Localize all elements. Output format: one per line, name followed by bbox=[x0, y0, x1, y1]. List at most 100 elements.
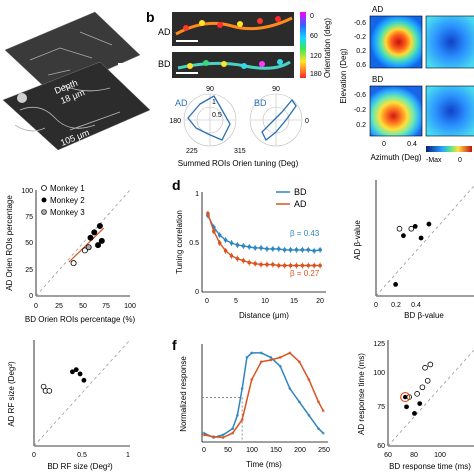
data-point bbox=[271, 247, 275, 251]
x-tick-label: 50 bbox=[224, 447, 232, 454]
data-point bbox=[253, 261, 257, 266]
polar-tick-315: 315 bbox=[234, 148, 246, 155]
x-axis-label: Time (ms) bbox=[246, 460, 282, 469]
x-axis-label: BD Orien ROIs percentage (%) bbox=[25, 315, 136, 324]
roi-dot bbox=[203, 60, 209, 66]
data-point bbox=[297, 360, 301, 364]
y-tick-label: 100 bbox=[21, 188, 33, 195]
data-point bbox=[288, 351, 292, 355]
roi-dot bbox=[257, 18, 263, 24]
chart-normalized-response: f 0 50 100 150 200 250 Normalized respon… bbox=[172, 337, 330, 469]
data-point bbox=[212, 435, 215, 439]
data-point bbox=[253, 246, 257, 250]
data-point bbox=[312, 263, 316, 268]
beta-ad-annotation: β = 0.27 bbox=[290, 269, 320, 278]
data-point-open bbox=[408, 225, 415, 232]
data-point bbox=[288, 387, 292, 390]
scale-bar bbox=[118, 63, 132, 65]
legend-label-bd: BD bbox=[294, 187, 307, 197]
data-point bbox=[223, 238, 228, 242]
x-tick-label: 0 bbox=[202, 447, 206, 454]
data-point-highlighted bbox=[403, 394, 408, 400]
rf-colorbar-zero: 0 bbox=[458, 157, 462, 164]
rf-ytick: -0.6 bbox=[354, 20, 366, 27]
polar-plot-bd: 90 0 BD bbox=[249, 86, 309, 147]
data-point bbox=[276, 263, 281, 268]
data-point-open bbox=[414, 391, 420, 397]
ad-dendrite-trace bbox=[175, 16, 293, 36]
data-point bbox=[288, 263, 293, 268]
data-point bbox=[96, 223, 103, 230]
data-point-filled bbox=[70, 369, 75, 375]
x-tick-label: 100 bbox=[434, 452, 446, 459]
data-point-filled bbox=[412, 224, 418, 229]
data-point bbox=[231, 431, 235, 435]
chart-beta-values: 0 0.2 0.4 AD β-value BD β-value bbox=[353, 180, 474, 320]
data-point bbox=[259, 360, 263, 364]
highlight-ring bbox=[400, 391, 411, 403]
data-point bbox=[229, 253, 234, 258]
bd-roi-dots bbox=[187, 59, 283, 69]
panel-a-imaging-planes: Depth 18 μm 105 μm bbox=[2, 11, 151, 151]
rf-map-ad-off bbox=[425, 15, 474, 69]
y-tick-label: 50 bbox=[25, 240, 33, 247]
panel-b: b AD BD 0 60 120 180 Orientati bbox=[146, 9, 332, 168]
data-point bbox=[269, 355, 273, 359]
y-axis-label: AD RF size (Deg²) bbox=[7, 361, 16, 427]
data-point bbox=[321, 431, 325, 435]
row-label-bd: BD bbox=[158, 59, 171, 69]
roi-dot bbox=[241, 63, 247, 69]
series-line-bd bbox=[203, 352, 324, 439]
roi-dot bbox=[277, 59, 283, 65]
data-point bbox=[247, 245, 252, 249]
polar-radius-1: 1 bbox=[212, 99, 216, 106]
data-point bbox=[306, 263, 311, 268]
data-point bbox=[217, 233, 222, 237]
x-tick-label: 50 bbox=[79, 303, 87, 310]
colorbar-tick-120: 120 bbox=[310, 53, 322, 60]
data-point bbox=[245, 355, 249, 359]
data-point bbox=[247, 260, 252, 265]
ad-scale-bar bbox=[176, 40, 198, 42]
data-point bbox=[95, 242, 102, 249]
data-point-filled bbox=[77, 371, 83, 377]
x-tick-label: 0 bbox=[34, 303, 38, 310]
y-axis-label: AD Orien ROIs percentage bbox=[5, 195, 14, 291]
roi-dot bbox=[275, 16, 281, 22]
polar-radius-0.5: 0.5 bbox=[212, 112, 222, 119]
legend-marker-monkey-1 bbox=[41, 185, 47, 191]
data-point bbox=[269, 358, 273, 362]
data-point bbox=[288, 248, 293, 252]
data-point bbox=[306, 248, 311, 252]
x-tick-label: 60 bbox=[384, 452, 392, 459]
data-point bbox=[300, 263, 305, 268]
polar-label-ad: AD bbox=[175, 98, 188, 108]
x-tick-label: 15 bbox=[290, 298, 298, 305]
x-tick-label: 100 bbox=[246, 447, 258, 454]
legend-marker-monkey-3 bbox=[41, 209, 47, 215]
upper-imaging-plane bbox=[4, 11, 141, 95]
data-point-filled bbox=[73, 367, 79, 373]
y-tick-label: 0 bbox=[29, 293, 33, 300]
colorbar-label: Orientation (deg) bbox=[323, 18, 332, 78]
x-tick-label: 75 bbox=[102, 303, 110, 310]
x-tick-label: 0.4 bbox=[411, 302, 421, 309]
legend-marker-monkey-2 bbox=[41, 197, 47, 203]
bd-scale-bar bbox=[176, 72, 198, 74]
legend-label: Monkey 1 bbox=[50, 184, 85, 193]
data-point bbox=[294, 263, 299, 268]
beta-bd-annotation: β = 0.43 bbox=[290, 229, 320, 238]
rf-ytick: 0.2 bbox=[356, 122, 366, 129]
panel-letter-f: f bbox=[172, 337, 177, 353]
data-point bbox=[212, 229, 216, 234]
y-tick-label: 75 bbox=[25, 214, 33, 221]
data-point bbox=[265, 247, 269, 251]
roi-dot bbox=[187, 63, 193, 69]
y-tick-label: 25 bbox=[25, 267, 33, 274]
x-tick-label: 100 bbox=[124, 303, 136, 310]
data-point-filled bbox=[393, 282, 398, 287]
data-point-filled bbox=[404, 404, 409, 410]
data-point bbox=[259, 351, 263, 355]
x-tick-label: 0.5 bbox=[77, 452, 87, 459]
x-tick-label: 1 bbox=[126, 452, 130, 459]
